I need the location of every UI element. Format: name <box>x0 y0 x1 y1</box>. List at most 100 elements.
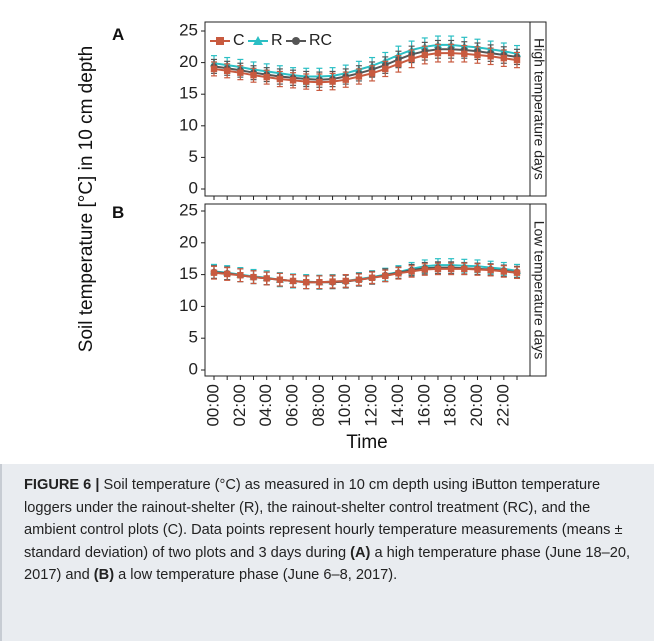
data-point <box>421 51 428 59</box>
data-point <box>395 60 402 68</box>
data-point <box>474 266 481 273</box>
caption-text-1: Soil temperature (°C) as measured in 10 … <box>24 477 623 561</box>
y-tick-label: 15 <box>179 84 198 103</box>
data-point <box>382 272 389 280</box>
data-point <box>447 265 455 273</box>
data-point <box>487 266 494 274</box>
y-tick-label: 0 <box>189 178 198 197</box>
legend-marker <box>292 37 300 45</box>
data-point <box>487 53 494 60</box>
data-point <box>500 54 508 62</box>
x-tick-label: 18:00 <box>441 384 460 427</box>
data-point <box>513 56 521 64</box>
x-tick-label: 16:00 <box>414 384 433 427</box>
data-point <box>355 276 363 283</box>
data-point <box>263 275 270 282</box>
x-tick-label: 12:00 <box>362 384 381 427</box>
y-tick-label: 10 <box>179 296 198 315</box>
figure-caption: FIGURE 6 | Soil temperature (°C) as meas… <box>24 474 634 587</box>
data-point <box>316 78 323 86</box>
x-tick-label: 04:00 <box>256 384 275 427</box>
panel-b: Low temperature days B 0 5 10 15 20 25 00:00 02:0… <box>112 200 547 426</box>
strip-box <box>529 21 547 197</box>
data-point <box>395 270 402 277</box>
y-axis-label: Soil temperature [°C] in 10 cm depth <box>76 46 97 352</box>
x-tick-label: 14:00 <box>388 384 407 427</box>
data-point <box>223 270 231 278</box>
caption-box: FIGURE 6 | Soil temperature (°C) as meas… <box>0 464 654 641</box>
series-c <box>210 262 521 290</box>
caption-ref-b: (B) <box>93 567 115 583</box>
data-point <box>329 278 336 285</box>
data-point <box>421 266 428 273</box>
data-point <box>434 265 442 273</box>
data-point <box>500 268 508 275</box>
data-point <box>513 269 521 276</box>
x-tick-label: 00:00 <box>203 384 222 427</box>
data-point <box>382 65 389 73</box>
x-tick-label: 08:00 <box>309 384 328 427</box>
legend: C R RC <box>210 32 332 49</box>
y-tick-label: 15 <box>179 264 198 283</box>
data-point <box>276 75 284 83</box>
y-tick-label: 20 <box>179 52 198 71</box>
panel-a: High temperature days A 0 5 10 15 20 25 C R RC <box>112 20 547 200</box>
strip-label: High temperature days <box>531 38 547 180</box>
data-point <box>303 78 310 85</box>
data-point <box>250 273 257 281</box>
caption-ref-a: (A) <box>350 544 371 561</box>
series-c <box>210 43 521 92</box>
data-point <box>474 51 481 59</box>
data-point <box>237 69 244 76</box>
data-point <box>342 76 349 83</box>
data-point <box>276 276 284 283</box>
y-tick-label: 5 <box>189 328 198 347</box>
chart-svg: High temperature days A 0 5 10 15 20 25 C R RC Low … <box>76 20 547 453</box>
panel-letter: A <box>112 25 124 44</box>
data-point <box>289 277 297 285</box>
data-point <box>237 272 244 279</box>
x-tick-label: 06:00 <box>283 384 302 427</box>
strip-box <box>529 203 547 377</box>
data-point <box>408 268 415 275</box>
data-point <box>289 77 297 84</box>
data-point <box>461 265 468 273</box>
y-tick-label: 10 <box>179 115 198 134</box>
data-point <box>210 269 218 276</box>
caption-text-3: a low temperature phase (June 6–8, 2017)… <box>114 567 398 583</box>
x-tick-label: 22:00 <box>493 384 512 427</box>
data-point <box>303 279 310 286</box>
x-tick-label: 10:00 <box>335 384 354 427</box>
panel-letter: B <box>112 203 124 222</box>
data-point <box>223 67 231 75</box>
data-point <box>408 55 415 63</box>
caption-label: FIGURE 6 | <box>24 477 100 493</box>
legend-marker <box>216 37 224 45</box>
data-point <box>434 49 442 57</box>
x-tick-label: 02:00 <box>230 384 249 427</box>
legend-label: RC <box>309 32 332 49</box>
x-axis-label: Time <box>346 432 388 453</box>
y-tick-label: 0 <box>189 359 198 378</box>
data-point <box>210 65 218 73</box>
data-point <box>329 78 336 85</box>
data-point <box>316 279 323 286</box>
legend-label: C <box>233 32 245 49</box>
data-point <box>263 73 270 81</box>
data-point <box>355 73 363 80</box>
y-tick-label: 20 <box>179 232 198 251</box>
y-tick-label: 25 <box>179 20 198 39</box>
data-point <box>368 70 376 77</box>
x-tick-label: 20:00 <box>467 384 486 427</box>
y-tick-label: 25 <box>179 200 198 219</box>
panel-frame <box>204 203 531 377</box>
caption-text-2: a high temperature phase (June 18–20, 20… <box>24 544 631 584</box>
legend-label: R <box>271 32 283 49</box>
legend-marker <box>253 36 263 45</box>
figure: High temperature days A 0 5 10 15 20 25 C R RC Low … <box>76 20 547 453</box>
data-point <box>447 49 455 57</box>
data-point <box>250 72 257 79</box>
y-tick-label: 5 <box>189 147 198 166</box>
data-point <box>368 274 376 281</box>
strip-label: Low temperature days <box>531 221 547 360</box>
